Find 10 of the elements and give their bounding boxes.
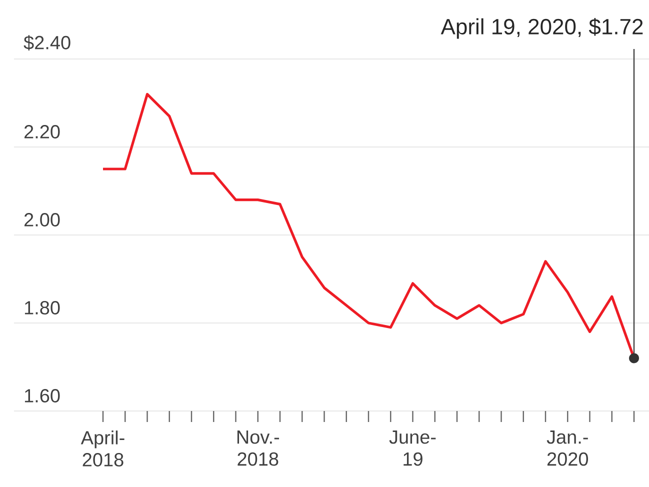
y-tick-label: 1.60 <box>24 389 60 402</box>
x-tick-label: Jan.- 2020 <box>546 430 588 466</box>
x-tick-label: June- 19 <box>389 430 436 466</box>
y-tick-label: 2.20 <box>24 125 60 138</box>
y-tick-label: $2.40 <box>24 35 70 50</box>
x-tick-label: April- 2018 <box>80 430 124 466</box>
y-tick-label: 1.80 <box>24 301 60 314</box>
text: April 19, 2020, $1.72 <box>440 18 643 39</box>
y-tick-label: 2.00 <box>24 213 60 226</box>
x-tick-label: Nov.- 2018 <box>237 430 280 466</box>
